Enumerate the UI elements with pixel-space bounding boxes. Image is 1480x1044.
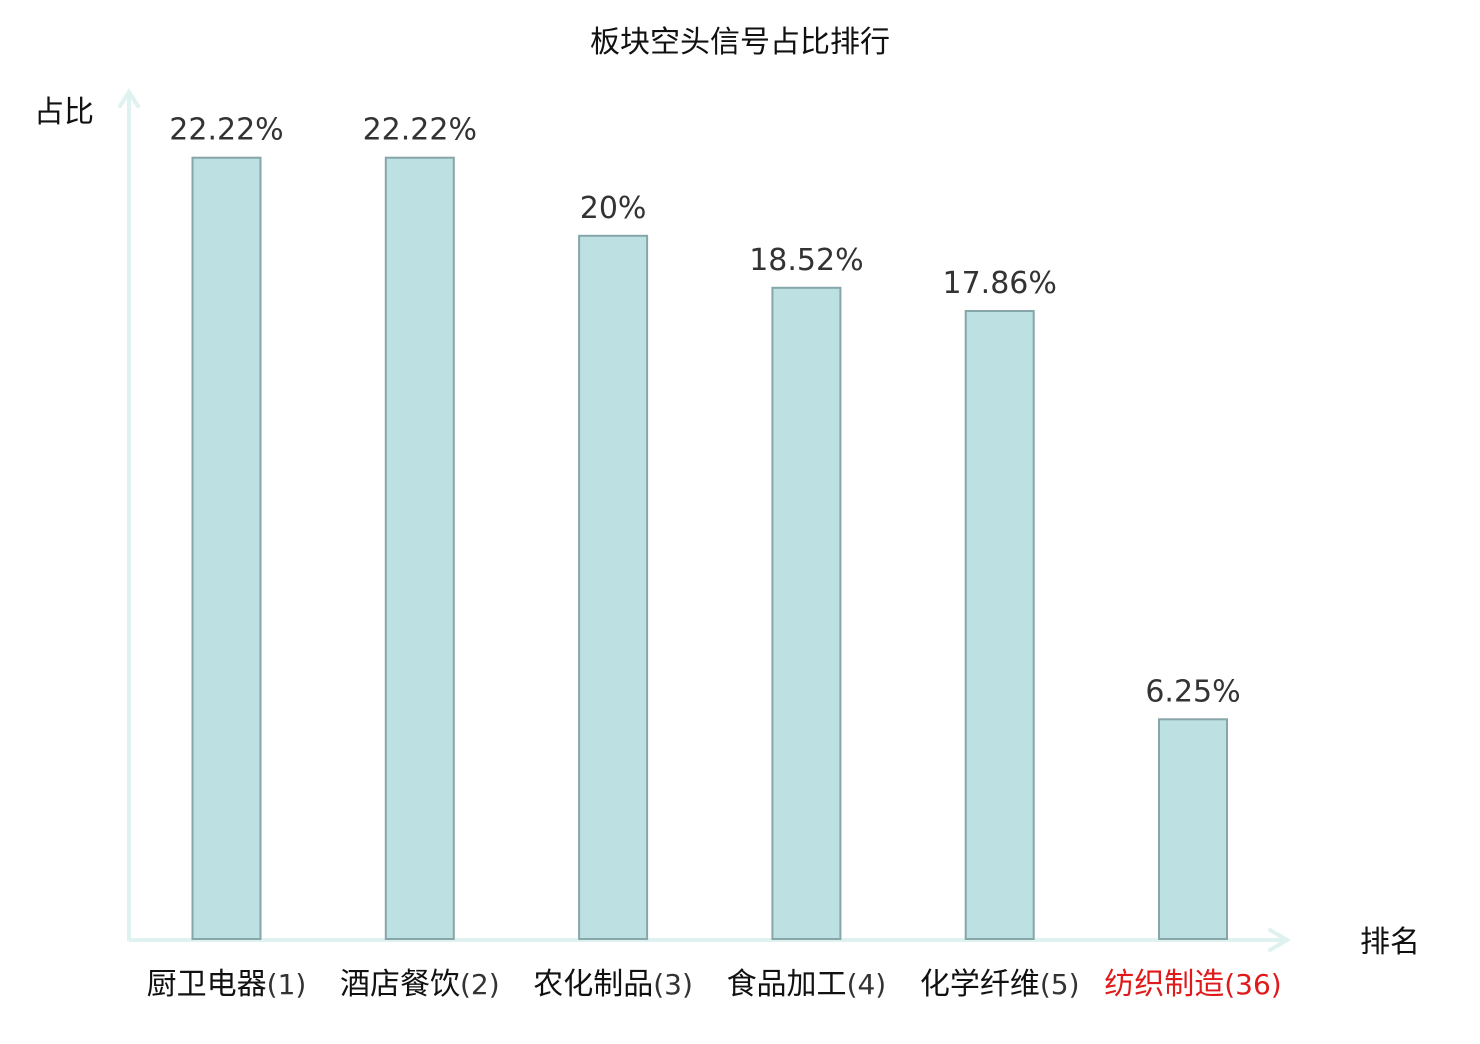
category-name: 食品加工 — [727, 967, 847, 1002]
category-name: 纺织制造 — [1104, 967, 1224, 1002]
category-name: 农化制品 — [533, 967, 653, 1002]
y-axis-label: 占比 — [34, 95, 94, 130]
value-label-5: 17.86% — [943, 266, 1057, 301]
bars-group — [191, 156, 1228, 941]
category-label-1: 厨卫电器(1) — [147, 967, 307, 1002]
category-label-3: 农化制品(3) — [533, 967, 693, 1002]
bar-1 — [191, 156, 262, 940]
value-labels-group: 22.22% 22.22% 20% 18.52% 17.86% 6.25% — [169, 113, 1240, 710]
category-name: 厨卫电器 — [147, 967, 267, 1002]
bar-5 — [964, 310, 1035, 940]
x-axis-arrow — [1268, 928, 1291, 952]
category-name: 化学纤维 — [920, 967, 1040, 1002]
axes — [118, 88, 1291, 952]
value-label-1: 22.22% — [169, 113, 283, 148]
y-axis-arrow — [118, 88, 140, 108]
category-rank: (5) — [1040, 968, 1080, 1001]
category-label-6: 纺织制造(36) — [1104, 967, 1281, 1002]
bar-2 — [384, 156, 455, 940]
category-label-5: 化学纤维(5) — [920, 967, 1080, 1002]
chart-title: 板块空头信号占比排行 — [590, 25, 890, 60]
bar-4 — [771, 286, 842, 940]
category-label-4: 食品加工(4) — [727, 967, 887, 1002]
category-name: 酒店餐饮 — [340, 967, 460, 1002]
category-rank: (36) — [1224, 968, 1281, 1001]
category-rank: (1) — [267, 968, 307, 1001]
value-label-4: 18.52% — [749, 243, 863, 278]
bar-6 — [1158, 718, 1228, 940]
category-rank: (2) — [460, 968, 500, 1001]
value-label-3: 20% — [580, 191, 647, 226]
category-rank: (4) — [847, 968, 887, 1001]
category-rank: (3) — [653, 968, 693, 1001]
category-label-2: 酒店餐饮(2) — [340, 967, 500, 1002]
bar-3 — [578, 234, 649, 941]
category-labels-group: 厨卫电器(1) 酒店餐饮(2) 农化制品(3) 食品加工(4) 化学纤维(5) 纺织制造(… — [147, 967, 1282, 1002]
value-label-2: 22.22% — [363, 113, 477, 148]
x-axis-label: 排名 — [1360, 925, 1420, 960]
value-label-6: 6.25% — [1145, 674, 1240, 709]
